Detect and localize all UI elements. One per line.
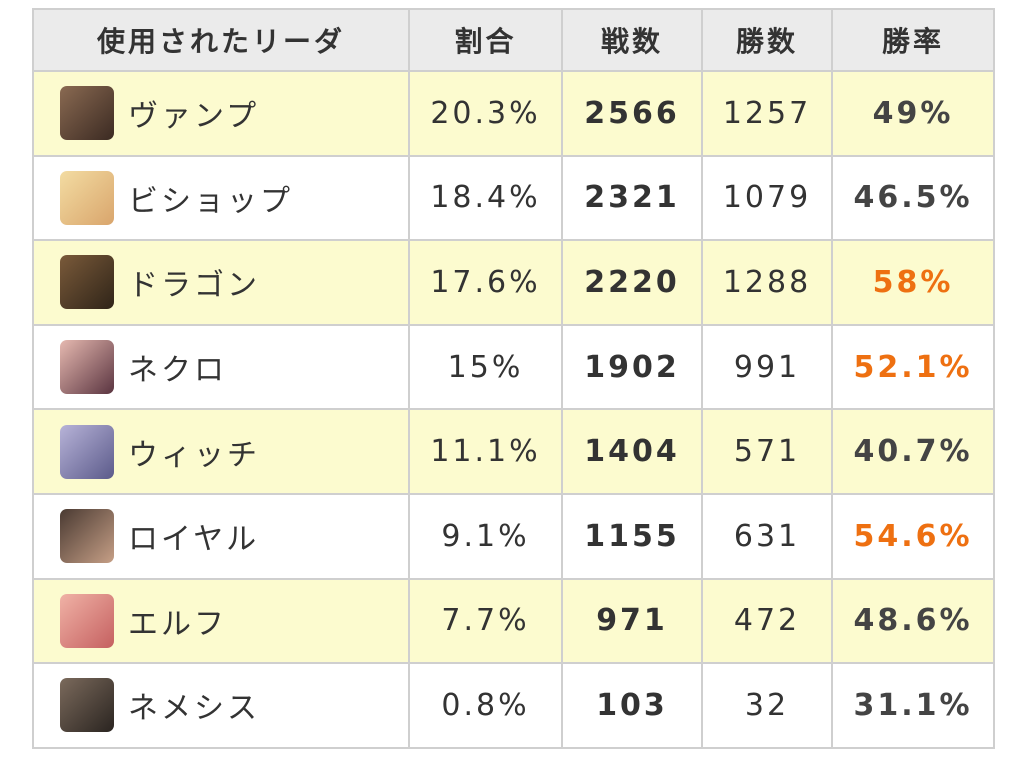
win-rate-cell: 52.1% <box>831 323 995 411</box>
win-rate-cell: 46.5% <box>831 154 995 242</box>
share-cell: 20.3% <box>408 70 563 157</box>
leader-cell: ロイヤル <box>32 492 410 580</box>
data-row: ネクロ 15% 1902 991 52.1% <box>32 323 995 411</box>
avatar <box>60 509 114 564</box>
wins-cell: 631 <box>701 492 833 580</box>
share-cell: 7.7% <box>408 577 563 665</box>
win-rate-cell: 49% <box>831 70 995 157</box>
data-row: ヴァンプ 20.3% 2566 1257 49% <box>32 70 995 157</box>
data-row: ウィッチ 11.1% 1404 571 40.7% <box>32 408 995 495</box>
share-cell: 0.8% <box>408 662 563 749</box>
avatar <box>60 86 114 141</box>
avatar <box>60 678 114 733</box>
leader-name: ドラゴン <box>128 268 260 304</box>
leader-name: ヴァンプ <box>128 99 260 135</box>
header-cell: 勝率 <box>831 8 995 72</box>
avatar <box>60 593 114 648</box>
win-rate-cell: 40.7% <box>831 408 995 495</box>
share-cell: 17.6% <box>408 239 563 326</box>
leader-name: ロイヤル <box>128 522 260 558</box>
battles-cell: 1902 <box>561 323 703 411</box>
wins-cell: 32 <box>701 662 833 749</box>
leader-wrap: ドラゴン <box>34 255 408 310</box>
wins-cell: 991 <box>701 323 833 411</box>
win-rate-cell: 54.6% <box>831 492 995 580</box>
leader-wrap: エルフ <box>34 593 408 648</box>
win-rate-cell: 48.6% <box>831 577 995 665</box>
battles-cell: 971 <box>561 577 703 665</box>
battles-cell: 103 <box>561 662 703 749</box>
share-cell: 9.1% <box>408 492 563 580</box>
share-cell: 18.4% <box>408 154 563 242</box>
header-cell: 割合 <box>408 8 563 72</box>
leader-cell: ビショップ <box>32 154 410 242</box>
share-cell: 15% <box>408 323 563 411</box>
leader-name: ビショップ <box>128 183 293 219</box>
header-cell: 使用されたリーダ <box>32 8 410 72</box>
wins-cell: 1288 <box>701 239 833 326</box>
data-row: エルフ 7.7% 971 472 48.6% <box>32 577 995 665</box>
wins-cell: 1257 <box>701 70 833 157</box>
header-cell: 勝数 <box>701 8 833 72</box>
leader-wrap: ヴァンプ <box>34 86 408 141</box>
battles-cell: 2321 <box>561 154 703 242</box>
battles-cell: 2220 <box>561 239 703 326</box>
leader-name: ネメシス <box>128 691 260 727</box>
leader-cell: ヴァンプ <box>32 70 410 157</box>
win-rate-cell: 58% <box>831 239 995 326</box>
leader-name: ウィッチ <box>128 437 260 473</box>
avatar <box>60 424 114 479</box>
share-cell: 11.1% <box>408 408 563 495</box>
header-cell: 戦数 <box>561 8 703 72</box>
battles-cell: 1404 <box>561 408 703 495</box>
stats-table: 使用されたリーダ 割合 戦数 勝数 勝率 ヴァンプ 20.3% 2566 1257 49… <box>32 8 995 749</box>
leader-wrap: ネメシス <box>34 678 408 733</box>
wins-cell: 1079 <box>701 154 833 242</box>
avatar <box>60 340 114 395</box>
leader-wrap: ビショップ <box>34 170 408 225</box>
leader-cell: ネクロ <box>32 323 410 411</box>
leader-cell: ドラゴン <box>32 239 410 326</box>
battles-cell: 1155 <box>561 492 703 580</box>
data-row: ドラゴン 17.6% 2220 1288 58% <box>32 239 995 326</box>
leader-cell: ウィッチ <box>32 408 410 495</box>
avatar <box>60 255 114 310</box>
leader-wrap: ネクロ <box>34 340 408 395</box>
leader-cell: ネメシス <box>32 662 410 749</box>
avatar <box>60 170 114 225</box>
leader-cell: エルフ <box>32 577 410 665</box>
leader-name: ネクロ <box>128 353 227 389</box>
header-row: 使用されたリーダ 割合 戦数 勝数 勝率 <box>32 8 995 72</box>
data-row: ロイヤル 9.1% 1155 631 54.6% <box>32 492 995 580</box>
win-rate-cell: 31.1% <box>831 662 995 749</box>
battles-cell: 2566 <box>561 70 703 157</box>
leader-name: エルフ <box>128 606 227 642</box>
wins-cell: 472 <box>701 577 833 665</box>
data-row: ネメシス 0.8% 103 32 31.1% <box>32 662 995 749</box>
data-row: ビショップ 18.4% 2321 1079 46.5% <box>32 154 995 242</box>
leader-wrap: ウィッチ <box>34 424 408 479</box>
wins-cell: 571 <box>701 408 833 495</box>
leader-wrap: ロイヤル <box>34 509 408 564</box>
